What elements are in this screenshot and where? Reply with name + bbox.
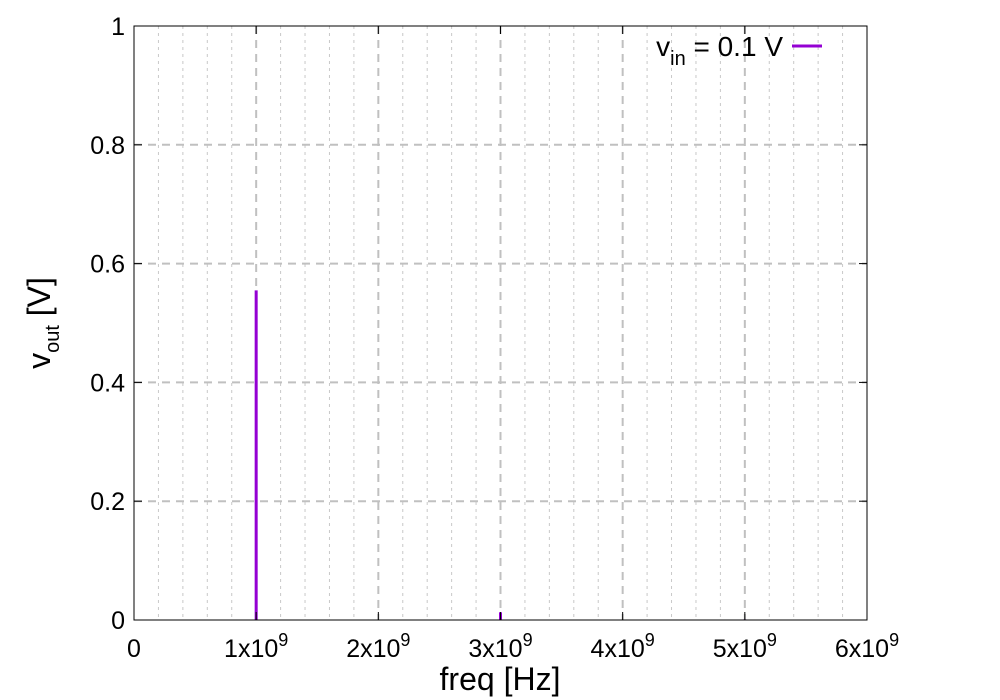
x-tick-label: 2x109 <box>346 630 410 663</box>
y-axis-title-tail: [V] <box>21 277 57 325</box>
x-tick-exponent: 9 <box>889 630 899 650</box>
x-tick-exponent: 9 <box>400 630 410 650</box>
x-tick-mantissa: 5x10 <box>713 635 767 663</box>
y-tick-label: 0.4 <box>90 369 125 397</box>
y-axis-title: vout [V] <box>21 277 64 369</box>
y-tick-labels: 0 0.2 0.4 0.6 0.8 1 <box>90 13 125 635</box>
x-tick-label: 4x109 <box>591 630 655 663</box>
x-tick-mantissa: 3x10 <box>468 635 522 663</box>
y-tick-label: 0.2 <box>90 488 125 516</box>
x-tick-label: 3x109 <box>468 630 532 663</box>
y-tick-label: 1 <box>111 13 125 41</box>
x-tick-mantissa: 6x10 <box>835 635 889 663</box>
x-tick-exponent: 9 <box>767 630 777 650</box>
x-tick-label: 5x109 <box>713 630 777 663</box>
x-tick-label: 1x109 <box>224 630 288 663</box>
y-axis-title-sub: out <box>42 325 64 353</box>
x-tick-labels: 0 1x109 2x109 3x109 4x109 5x109 6x109 <box>127 630 899 663</box>
x-tick-label: 0 <box>127 635 141 663</box>
x-tick-exponent: 9 <box>278 630 288 650</box>
legend: vin = 0.1 V <box>656 31 822 70</box>
x-tick-mantissa: 2x10 <box>346 635 400 663</box>
y-tick-label: 0.8 <box>90 132 125 160</box>
legend-label-base: v <box>656 31 670 62</box>
x-tick-label: 6x109 <box>835 630 899 663</box>
x-tick-mantissa: 1x10 <box>224 635 278 663</box>
legend-label-tail: = 0.1 V <box>686 31 784 62</box>
x-tick-mantissa: 4x10 <box>591 635 645 663</box>
x-tick-mantissa: 0 <box>127 635 141 663</box>
y-tick-label: 0 <box>111 607 125 635</box>
legend-label-sub: in <box>670 48 686 70</box>
legend-label: vin = 0.1 V <box>656 31 783 70</box>
y-tick-label: 0.6 <box>90 251 125 279</box>
x-tick-exponent: 9 <box>645 630 655 650</box>
y-axis-title-base: v <box>21 353 57 369</box>
x-tick-exponent: 9 <box>523 630 533 650</box>
grid <box>134 26 867 620</box>
x-axis-title: freq [Hz] <box>440 661 561 697</box>
axis-ticks <box>133 25 868 621</box>
